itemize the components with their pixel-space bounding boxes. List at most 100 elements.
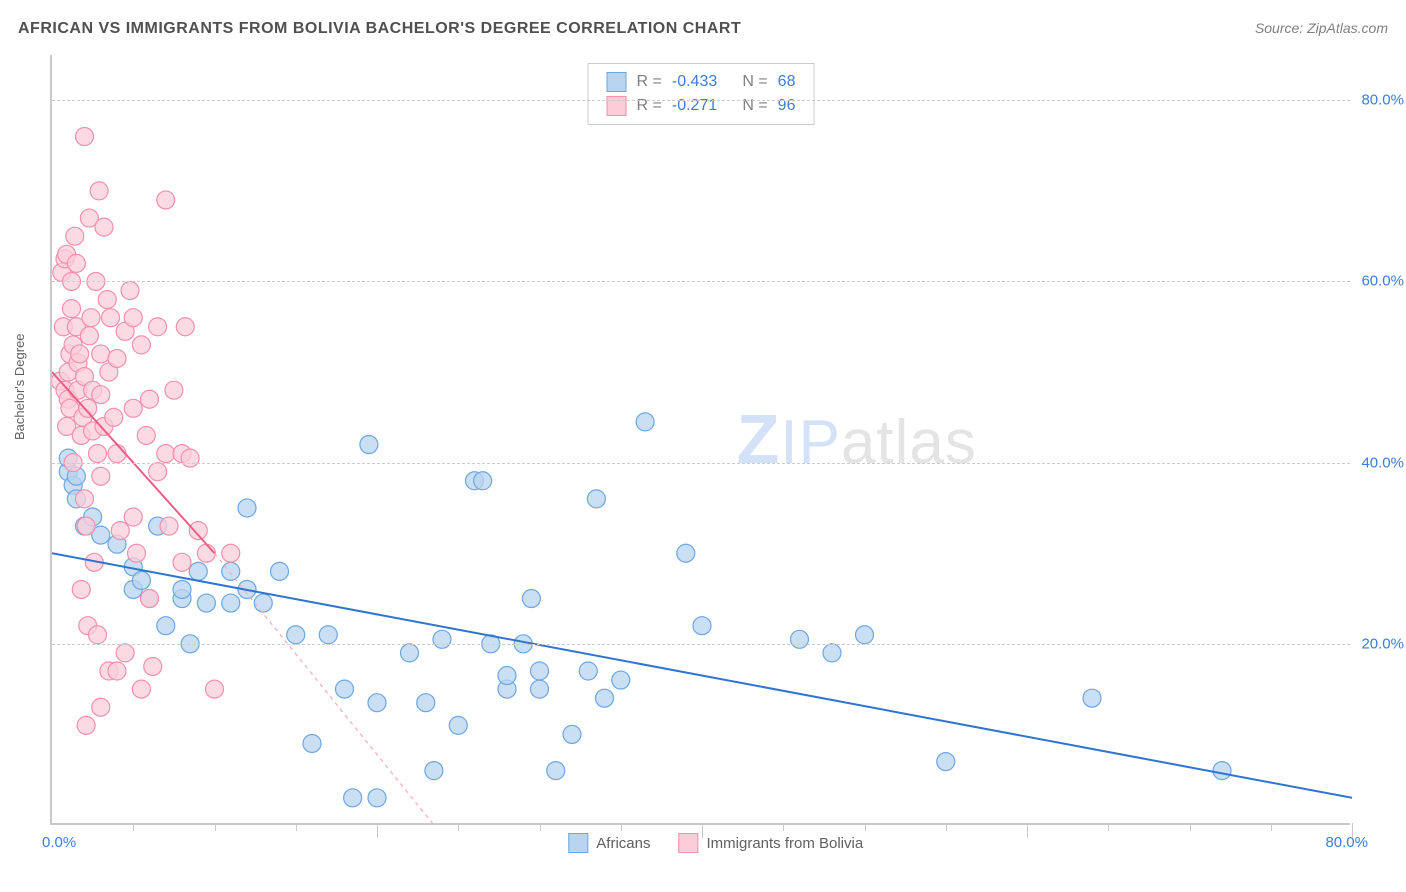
- data-point: [82, 309, 100, 327]
- data-point: [157, 445, 175, 463]
- legend-swatch: [678, 833, 698, 853]
- data-point: [92, 345, 110, 363]
- data-point: [563, 725, 581, 743]
- x-tick-minor: [1271, 823, 1272, 831]
- legend-swatch: [568, 833, 588, 853]
- data-point: [108, 662, 126, 680]
- data-point: [417, 694, 435, 712]
- correlation-legend: R =-0.433 N =68R =-0.271 N =96: [588, 63, 815, 125]
- data-point: [165, 381, 183, 399]
- chart-source: Source: ZipAtlas.com: [1255, 20, 1388, 36]
- data-point: [791, 630, 809, 648]
- data-point: [90, 182, 108, 200]
- x-tick-minor: [215, 823, 216, 831]
- y-tick-label: 20.0%: [1361, 635, 1404, 652]
- legend-row: R =-0.433 N =68: [607, 70, 796, 94]
- data-point: [92, 386, 110, 404]
- data-point: [77, 716, 95, 734]
- data-point: [124, 508, 142, 526]
- x-tick-minor: [946, 823, 947, 831]
- series-legend-item: Africans: [568, 833, 650, 853]
- data-point: [66, 227, 84, 245]
- data-point: [522, 590, 540, 608]
- data-point: [102, 309, 120, 327]
- n-value: 68: [778, 73, 796, 91]
- data-point: [80, 327, 98, 345]
- x-tick-minor: [458, 823, 459, 831]
- x-tick-minor: [296, 823, 297, 831]
- data-point: [254, 594, 272, 612]
- x-tick-major: [1352, 823, 1353, 838]
- data-point: [344, 789, 362, 807]
- scatter-svg: [52, 55, 1352, 825]
- data-point: [77, 517, 95, 535]
- data-point: [92, 467, 110, 485]
- data-point: [124, 399, 142, 417]
- x-tick-major: [377, 823, 378, 838]
- plot-area: ZIPatlas R =-0.433 N =68R =-0.271 N =96 …: [50, 55, 1350, 825]
- chart-title: AFRICAN VS IMMIGRANTS FROM BOLIVIA BACHE…: [18, 20, 741, 38]
- gridline: [52, 463, 1350, 464]
- trend-line: [52, 553, 1352, 798]
- r-value: -0.433: [672, 73, 728, 91]
- data-point: [95, 218, 113, 236]
- y-axis-title: Bachelor's Degree: [12, 333, 27, 440]
- data-point: [636, 413, 654, 431]
- data-point: [132, 571, 150, 589]
- data-point: [173, 553, 191, 571]
- data-point: [144, 657, 162, 675]
- data-point: [71, 345, 89, 363]
- data-point: [303, 734, 321, 752]
- x-tick-label-min: 0.0%: [42, 834, 76, 851]
- y-tick-label: 80.0%: [1361, 92, 1404, 109]
- data-point: [531, 662, 549, 680]
- x-tick-minor: [1108, 823, 1109, 831]
- data-point: [222, 594, 240, 612]
- data-point: [181, 449, 199, 467]
- data-point: [531, 680, 549, 698]
- series-label: Immigrants from Bolivia: [706, 835, 863, 852]
- data-point: [222, 562, 240, 580]
- data-point: [149, 318, 167, 336]
- data-point: [92, 698, 110, 716]
- x-tick-minor: [133, 823, 134, 831]
- data-point: [368, 789, 386, 807]
- data-point: [173, 580, 191, 598]
- data-point: [1213, 762, 1231, 780]
- data-point: [132, 336, 150, 354]
- gridline: [52, 644, 1350, 645]
- data-point: [287, 626, 305, 644]
- data-point: [121, 282, 139, 300]
- gridline: [52, 100, 1350, 101]
- data-point: [76, 128, 94, 146]
- data-point: [137, 426, 155, 444]
- data-point: [319, 626, 337, 644]
- x-tick-minor: [783, 823, 784, 831]
- data-point: [108, 349, 126, 367]
- x-tick-major: [702, 823, 703, 838]
- data-point: [693, 617, 711, 635]
- data-point: [368, 694, 386, 712]
- y-tick-label: 40.0%: [1361, 454, 1404, 471]
- data-point: [222, 544, 240, 562]
- x-tick-major: [1027, 823, 1028, 838]
- data-point: [197, 594, 215, 612]
- data-point: [238, 499, 256, 517]
- legend-row: R =-0.271 N =96: [607, 94, 796, 118]
- data-point: [76, 490, 94, 508]
- data-point: [197, 544, 215, 562]
- r-label: R =: [637, 73, 662, 91]
- data-point: [149, 463, 167, 481]
- data-point: [141, 390, 159, 408]
- data-point: [67, 254, 85, 272]
- data-point: [425, 762, 443, 780]
- data-point: [856, 626, 874, 644]
- series-label: Africans: [596, 835, 650, 852]
- gridline: [52, 281, 1350, 282]
- chart-header: AFRICAN VS IMMIGRANTS FROM BOLIVIA BACHE…: [18, 20, 1388, 38]
- x-tick-minor: [865, 823, 866, 831]
- series-legend-item: Immigrants from Bolivia: [678, 833, 863, 853]
- data-point: [176, 318, 194, 336]
- data-point: [547, 762, 565, 780]
- data-point: [823, 644, 841, 662]
